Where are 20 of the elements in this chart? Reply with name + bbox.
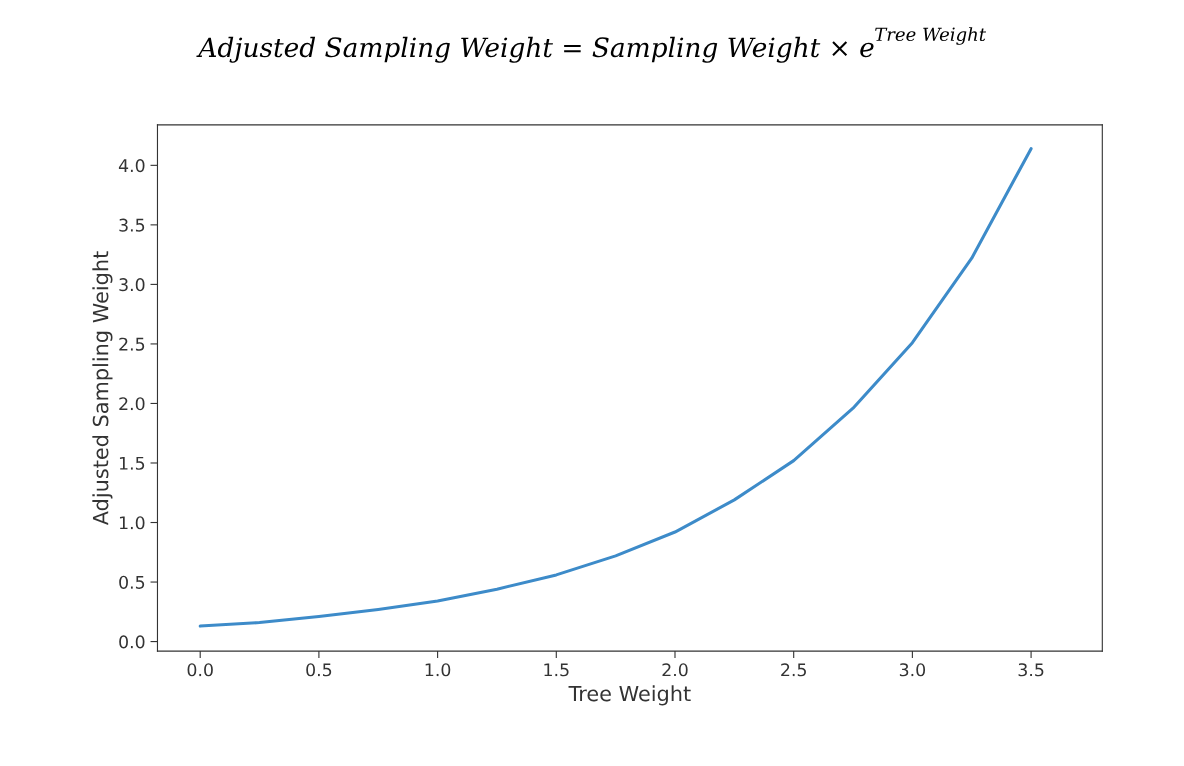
x-tick-label: 1.0 <box>425 663 451 677</box>
x-tick-label: 0.0 <box>187 663 213 677</box>
x-tick-label: 2.0 <box>662 663 688 677</box>
x-tick-label: 3.0 <box>899 663 926 677</box>
x-tick-label: 2.5 <box>781 663 806 677</box>
y-tick-label: 4.0 <box>118 159 145 173</box>
y-tick-label: 1.0 <box>119 516 145 530</box>
line-series <box>198 147 1033 628</box>
y-tick-label: 3.0 <box>119 278 145 292</box>
x-tick-label: 1.5 <box>544 663 569 677</box>
x-tick-label: 3.5 <box>1018 663 1044 677</box>
y-tick-label: 3.5 <box>119 218 145 232</box>
y-tick-label: 0.5 <box>119 575 145 589</box>
y-tick-label: 2.0 <box>119 397 145 411</box>
x-axis-title: Tree Weight <box>568 685 691 706</box>
y-axis-title: Adjusted Sampling Weight <box>92 251 113 526</box>
y-tick-label: 2.5 <box>119 337 145 351</box>
y-tick-label: 1.5 <box>119 456 145 470</box>
x-tick-label: 0.5 <box>306 663 332 677</box>
y-tick-label: 0.0 <box>119 635 145 649</box>
